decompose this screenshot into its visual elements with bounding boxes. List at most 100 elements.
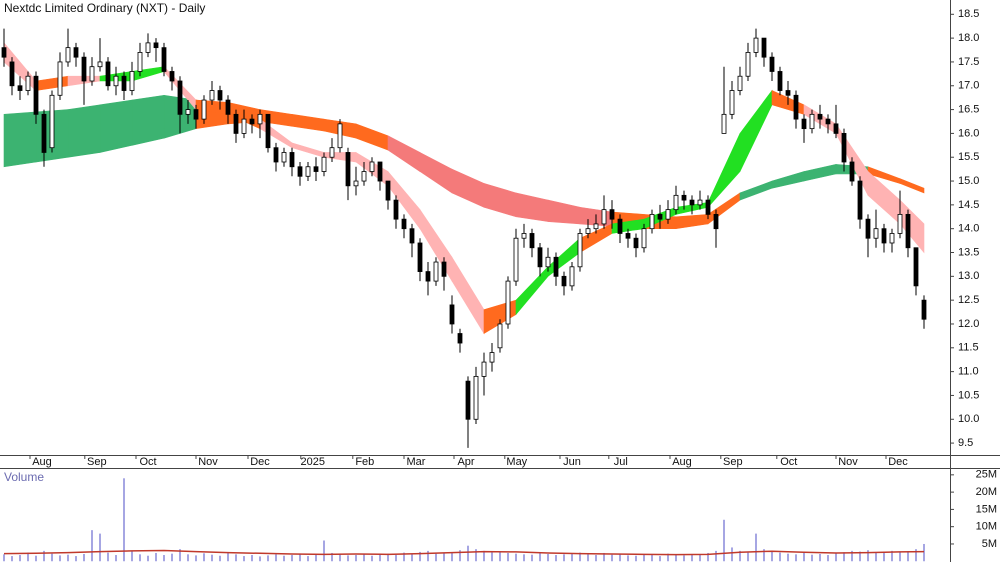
ribbon-segment bbox=[67, 104, 101, 158]
candle-body bbox=[209, 90, 215, 101]
candle-body bbox=[449, 304, 455, 325]
x-tick-label: Aug bbox=[32, 456, 52, 468]
candle-body bbox=[577, 233, 583, 268]
candle-body bbox=[321, 156, 327, 172]
candle-body bbox=[889, 233, 895, 244]
candle-body bbox=[561, 275, 567, 287]
candle-body bbox=[497, 323, 503, 349]
candle-body bbox=[913, 247, 919, 287]
candle-body bbox=[257, 113, 263, 125]
y-tick-label: 25M bbox=[976, 469, 997, 481]
y-tick-label: 11.0 bbox=[958, 366, 979, 378]
x-tick-label: Aug bbox=[672, 456, 692, 468]
candle-body bbox=[369, 161, 375, 172]
candle-body bbox=[761, 37, 767, 58]
candle-body bbox=[433, 261, 439, 282]
y-tick-label: 13.0 bbox=[958, 270, 979, 282]
candle-body bbox=[393, 199, 399, 220]
y-tick-label: 18.0 bbox=[958, 32, 979, 44]
y-tick-label: 10M bbox=[976, 521, 997, 533]
y-tick-label: 14.5 bbox=[958, 199, 979, 211]
candle-body bbox=[569, 266, 575, 287]
y-tick-label: 12.0 bbox=[958, 318, 979, 330]
candle-body bbox=[193, 109, 199, 120]
candle-body bbox=[921, 299, 927, 320]
candle-body bbox=[657, 213, 663, 220]
candle-body bbox=[633, 237, 639, 249]
y-tick-label: 10.5 bbox=[958, 389, 979, 401]
chart-title: Nextdc Limited Ordinary (NXT) - Daily bbox=[4, 1, 205, 15]
candle-body bbox=[673, 194, 679, 211]
x-tick-label: Nov bbox=[198, 456, 218, 468]
x-tick-label: May bbox=[506, 456, 527, 468]
volume-title: Volume bbox=[4, 470, 44, 484]
y-tick-label: 12.5 bbox=[958, 294, 979, 306]
candle-body bbox=[809, 113, 815, 130]
candle-body bbox=[185, 109, 191, 115]
candle-body bbox=[41, 113, 47, 153]
candle-body bbox=[529, 233, 535, 249]
candle-body bbox=[65, 47, 71, 63]
candle-body bbox=[553, 256, 559, 277]
candle-body bbox=[705, 199, 711, 215]
ribbon-segment bbox=[3, 111, 37, 168]
x-tick-label: Oct bbox=[780, 456, 797, 468]
y-tick-label: 13.5 bbox=[958, 246, 979, 258]
candle-body bbox=[681, 194, 687, 201]
candle-body bbox=[609, 209, 615, 220]
ribbon-segment bbox=[131, 94, 165, 146]
candle-body bbox=[329, 147, 335, 158]
y-tick-label: 16.5 bbox=[958, 103, 979, 115]
candle-body bbox=[305, 166, 311, 177]
candle-body bbox=[25, 75, 31, 91]
candle-body bbox=[9, 61, 15, 87]
candle-body bbox=[729, 90, 735, 115]
candle-body bbox=[1, 47, 7, 58]
candle-body bbox=[97, 61, 103, 68]
y-tick-label: 15.5 bbox=[958, 151, 979, 163]
candle-body bbox=[473, 375, 479, 420]
candle-body bbox=[33, 75, 39, 115]
candle-body bbox=[73, 47, 79, 58]
candle-body bbox=[217, 90, 223, 101]
candle-body bbox=[337, 123, 343, 149]
candle-body bbox=[233, 113, 239, 134]
y-tick-label: 15M bbox=[976, 503, 997, 515]
candle-body bbox=[49, 94, 55, 149]
candle-body bbox=[769, 56, 775, 72]
y-tick-label: 17.5 bbox=[958, 56, 979, 68]
candle-body bbox=[593, 223, 599, 230]
candle-body bbox=[833, 123, 839, 134]
x-tick-label: Dec bbox=[888, 456, 908, 468]
x-tick-label: Dec bbox=[250, 456, 270, 468]
candle-body bbox=[825, 118, 831, 125]
candle-body bbox=[377, 161, 383, 182]
x-tick-label: Nov bbox=[838, 456, 858, 468]
candle-body bbox=[625, 233, 631, 239]
x-tick-label: Apr bbox=[457, 456, 474, 468]
candle-body bbox=[113, 75, 119, 87]
candle-body bbox=[617, 218, 623, 234]
candle-body bbox=[865, 218, 871, 239]
candle-body bbox=[745, 52, 751, 77]
x-tick-label: 2025 bbox=[301, 456, 325, 468]
candle-body bbox=[225, 99, 231, 115]
candle-body bbox=[753, 37, 759, 53]
candle-body bbox=[721, 113, 727, 134]
candle-body bbox=[545, 256, 551, 268]
candle-body bbox=[201, 99, 207, 120]
candle-body bbox=[585, 228, 591, 234]
candle-body bbox=[273, 147, 279, 163]
y-tick-label: 17.0 bbox=[958, 80, 979, 92]
candle-body bbox=[385, 180, 391, 201]
candle-body bbox=[89, 66, 95, 82]
candle-body bbox=[353, 180, 359, 187]
y-tick-label: 9.5 bbox=[958, 437, 973, 449]
y-tick-label: 14.0 bbox=[958, 223, 979, 235]
x-tick-label: Oct bbox=[139, 456, 156, 468]
y-tick-label: 18.5 bbox=[958, 8, 979, 20]
candle-body bbox=[689, 199, 695, 206]
candle-body bbox=[281, 152, 287, 163]
